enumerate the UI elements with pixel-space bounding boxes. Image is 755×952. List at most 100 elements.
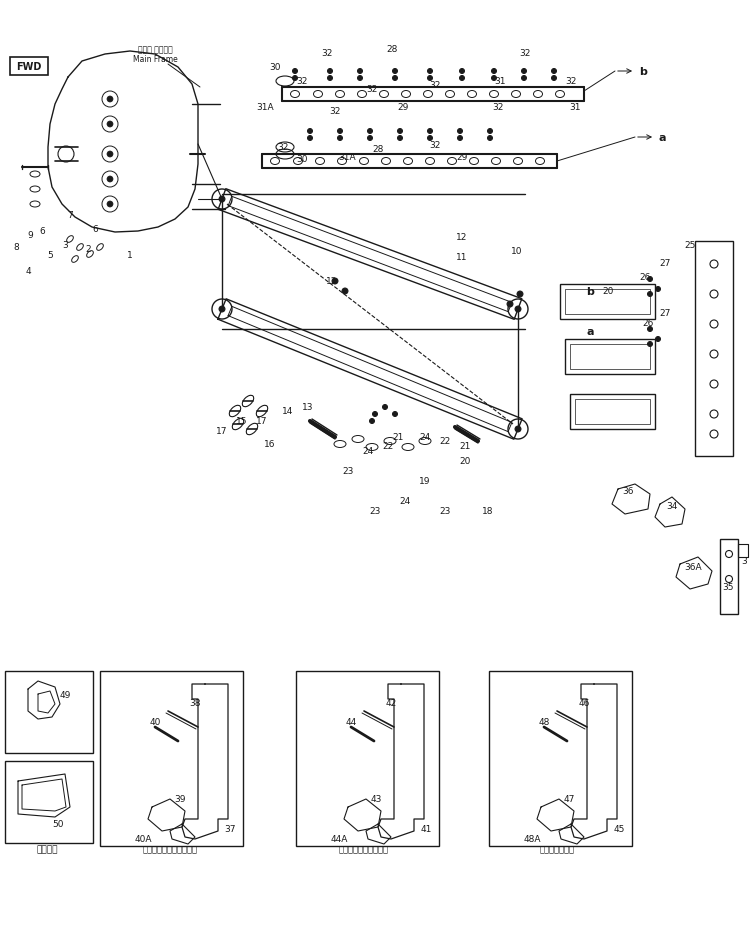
Text: 35: 35 (723, 583, 734, 592)
Bar (570, 394, 655, 429)
Circle shape (648, 277, 652, 282)
Text: 20: 20 (459, 457, 470, 466)
Circle shape (648, 327, 652, 332)
Text: 17: 17 (256, 417, 268, 426)
Text: 中硬岩横断的副原紙用: 中硬岩横断的副原紙用 (339, 844, 389, 854)
Text: 23: 23 (439, 507, 451, 516)
Text: FWD: FWD (17, 62, 42, 72)
Text: 3: 3 (741, 557, 747, 565)
Text: 28: 28 (387, 45, 398, 53)
Text: 49: 49 (60, 690, 71, 699)
Text: 34: 34 (667, 502, 678, 511)
Bar (565, 289, 650, 315)
Text: 12: 12 (456, 233, 467, 242)
Circle shape (393, 69, 397, 74)
Bar (489, 671, 632, 846)
Text: 12: 12 (326, 277, 337, 287)
Circle shape (458, 129, 463, 134)
Circle shape (328, 76, 332, 82)
Circle shape (332, 279, 338, 285)
Text: Main Frame: Main Frame (133, 55, 177, 65)
Bar (570, 345, 650, 369)
Text: 23: 23 (369, 507, 381, 516)
Circle shape (393, 412, 397, 417)
Circle shape (342, 288, 348, 295)
Circle shape (460, 69, 464, 74)
Circle shape (107, 177, 113, 183)
Text: 38: 38 (190, 699, 201, 707)
Text: 10: 10 (511, 248, 522, 256)
Circle shape (383, 405, 387, 410)
Text: 1: 1 (127, 250, 133, 259)
Circle shape (397, 136, 402, 141)
Text: 6: 6 (39, 228, 45, 236)
Text: 32: 32 (277, 144, 288, 152)
Text: 29: 29 (456, 153, 467, 163)
Circle shape (358, 76, 362, 82)
Text: 36A: 36A (684, 563, 702, 572)
Bar (720, 540, 738, 614)
Circle shape (107, 97, 113, 103)
Circle shape (292, 76, 297, 82)
Text: 26: 26 (643, 318, 654, 327)
Circle shape (492, 76, 497, 82)
Text: 22: 22 (439, 437, 451, 446)
Text: 22: 22 (382, 442, 393, 451)
Text: 7: 7 (67, 210, 73, 219)
Circle shape (358, 69, 362, 74)
Text: 32: 32 (366, 86, 378, 94)
Bar (560, 285, 655, 320)
Text: 24: 24 (419, 432, 430, 441)
Text: 28: 28 (372, 146, 384, 154)
Circle shape (337, 136, 343, 141)
Text: a: a (586, 327, 593, 337)
Text: 8: 8 (13, 244, 19, 252)
Circle shape (515, 426, 521, 432)
Text: 23: 23 (342, 467, 353, 476)
Bar (100, 671, 243, 846)
Circle shape (551, 69, 556, 74)
Text: 9: 9 (27, 230, 33, 239)
Text: 15: 15 (236, 417, 248, 426)
Text: 36: 36 (622, 487, 633, 496)
Text: 20: 20 (602, 288, 614, 296)
Text: 6: 6 (92, 226, 98, 234)
Circle shape (368, 129, 372, 134)
Text: 41: 41 (421, 824, 432, 834)
Text: 42: 42 (385, 699, 396, 707)
Circle shape (219, 307, 225, 312)
Text: 27: 27 (659, 308, 670, 317)
Circle shape (427, 69, 433, 74)
Circle shape (655, 337, 661, 342)
Text: 43: 43 (370, 795, 382, 803)
Text: 32: 32 (329, 108, 341, 116)
Text: 11: 11 (456, 253, 468, 262)
Text: 40A: 40A (134, 835, 152, 843)
Bar (10, 58, 48, 76)
Text: 32: 32 (492, 103, 504, 111)
Circle shape (522, 76, 526, 82)
Bar (565, 340, 655, 374)
Text: 44: 44 (345, 718, 356, 726)
Circle shape (515, 307, 521, 312)
Circle shape (107, 122, 113, 128)
Circle shape (427, 129, 433, 134)
Text: 21: 21 (393, 432, 404, 441)
Text: 32: 32 (430, 80, 441, 89)
Text: 31A: 31A (256, 104, 274, 112)
Text: b: b (639, 67, 647, 77)
Text: 27: 27 (659, 258, 670, 268)
Circle shape (107, 202, 113, 208)
Circle shape (655, 288, 661, 292)
Text: 50: 50 (52, 820, 63, 828)
Circle shape (507, 302, 513, 307)
Text: 25: 25 (684, 240, 695, 249)
Text: 32: 32 (565, 77, 577, 87)
Circle shape (397, 129, 402, 134)
Circle shape (328, 69, 332, 74)
Bar (695, 242, 733, 457)
Text: 19: 19 (419, 477, 431, 486)
Text: 24: 24 (362, 447, 374, 456)
Text: 24: 24 (399, 497, 411, 506)
Circle shape (427, 136, 433, 141)
